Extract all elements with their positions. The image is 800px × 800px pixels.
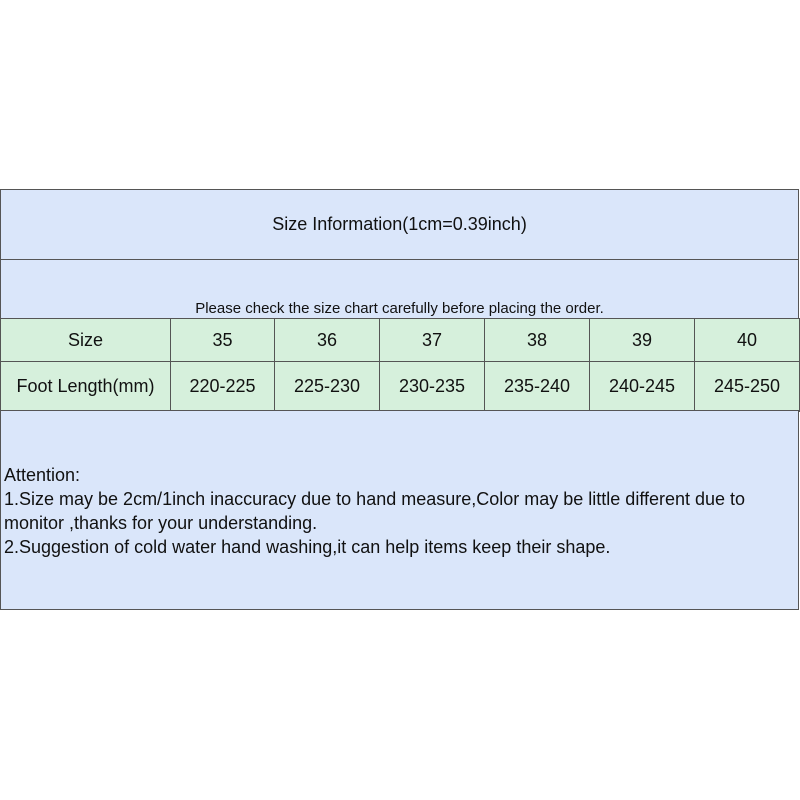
- table-cell: 35: [170, 318, 275, 362]
- table-cell: 39: [589, 318, 695, 362]
- table-cell: 36: [274, 318, 380, 362]
- table-cell: 40: [694, 318, 800, 362]
- table-cell: 235-240: [484, 361, 590, 412]
- table-cell: 220-225: [170, 361, 275, 412]
- table-cell: 38: [484, 318, 590, 362]
- attention-section: Attention: 1.Size may be 2cm/1inch inacc…: [0, 410, 799, 610]
- size-chart-title: Size Information(1cm=0.39inch): [0, 189, 799, 260]
- table-cell: 37: [379, 318, 485, 362]
- attention-heading: Attention:: [4, 465, 81, 485]
- table-cell: 225-230: [274, 361, 380, 412]
- row-label: Size: [0, 318, 171, 362]
- attention-line-2: 2.Suggestion of cold water hand washing,…: [4, 537, 611, 557]
- table-cell: 240-245: [589, 361, 695, 412]
- order-note: Please check the size chart carefully be…: [0, 259, 799, 319]
- table-cell: 245-250: [694, 361, 800, 412]
- attention-line-1: 1.Size may be 2cm/1inch inaccuracy due t…: [4, 489, 746, 533]
- table-cell: 230-235: [379, 361, 485, 412]
- row-label: Foot Length(mm): [0, 361, 171, 412]
